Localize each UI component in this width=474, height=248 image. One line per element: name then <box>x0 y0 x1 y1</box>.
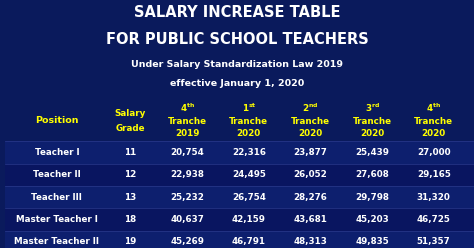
Text: $\mathbf{4^{th}}$: $\mathbf{4^{th}}$ <box>180 102 195 114</box>
Text: Tranche: Tranche <box>168 117 207 126</box>
Text: 42,159: 42,159 <box>232 215 266 224</box>
Text: Tranche: Tranche <box>229 117 268 126</box>
Text: 23,877: 23,877 <box>293 148 328 157</box>
Text: 31,320: 31,320 <box>417 193 451 202</box>
Text: 27,608: 27,608 <box>355 170 389 179</box>
Text: FOR PUBLIC SCHOOL TEACHERS: FOR PUBLIC SCHOOL TEACHERS <box>106 32 368 47</box>
Text: 45,269: 45,269 <box>170 237 204 246</box>
Text: 18: 18 <box>124 215 137 224</box>
Text: Under Salary Standardization Law 2019: Under Salary Standardization Law 2019 <box>131 60 343 68</box>
Text: 48,313: 48,313 <box>293 237 328 246</box>
Text: 29,165: 29,165 <box>417 170 451 179</box>
Text: $\mathbf{2^{nd}}$: $\mathbf{2^{nd}}$ <box>302 102 319 114</box>
Text: $\mathbf{3^{rd}}$: $\mathbf{3^{rd}}$ <box>365 102 380 114</box>
Bar <box>5 164 474 186</box>
Text: 19: 19 <box>124 237 137 246</box>
Text: 28,276: 28,276 <box>293 193 328 202</box>
Text: 51,357: 51,357 <box>417 237 451 246</box>
Text: 2020: 2020 <box>421 129 446 138</box>
Text: 25,232: 25,232 <box>170 193 204 202</box>
Bar <box>5 186 474 208</box>
Text: 11: 11 <box>124 148 137 157</box>
Text: 49,835: 49,835 <box>355 237 389 246</box>
Text: Master Teacher II: Master Teacher II <box>14 237 100 246</box>
Text: Teacher III: Teacher III <box>31 193 82 202</box>
Text: Grade: Grade <box>116 124 145 133</box>
Bar <box>5 231 474 248</box>
Text: 40,637: 40,637 <box>170 215 204 224</box>
Text: 2020: 2020 <box>237 129 261 138</box>
Text: $\mathbf{1^{st}}$: $\mathbf{1^{st}}$ <box>242 102 256 114</box>
Text: 43,681: 43,681 <box>293 215 328 224</box>
Text: 13: 13 <box>124 193 137 202</box>
Text: Teacher I: Teacher I <box>35 148 79 157</box>
Text: 22,938: 22,938 <box>170 170 204 179</box>
Bar <box>5 141 474 164</box>
Text: 45,203: 45,203 <box>355 215 389 224</box>
Text: 46,791: 46,791 <box>232 237 266 246</box>
Text: Position: Position <box>35 116 79 125</box>
Text: 24,495: 24,495 <box>232 170 266 179</box>
Text: 2020: 2020 <box>298 129 323 138</box>
Text: Tranche: Tranche <box>291 117 330 126</box>
Text: Tranche: Tranche <box>353 117 392 126</box>
Text: Tranche: Tranche <box>414 117 453 126</box>
Text: 2020: 2020 <box>360 129 384 138</box>
Text: 12: 12 <box>124 170 137 179</box>
Text: Salary: Salary <box>115 109 146 118</box>
Text: 22,316: 22,316 <box>232 148 266 157</box>
Text: 26,754: 26,754 <box>232 193 266 202</box>
Text: 27,000: 27,000 <box>417 148 450 157</box>
Text: 26,052: 26,052 <box>293 170 328 179</box>
Text: Teacher II: Teacher II <box>33 170 81 179</box>
Text: 29,798: 29,798 <box>355 193 389 202</box>
Text: 20,754: 20,754 <box>170 148 204 157</box>
Text: Master Teacher I: Master Teacher I <box>16 215 98 224</box>
Text: 25,439: 25,439 <box>355 148 389 157</box>
Text: SALARY INCREASE TABLE: SALARY INCREASE TABLE <box>134 5 340 20</box>
Bar <box>5 208 474 231</box>
Text: effective January 1, 2020: effective January 1, 2020 <box>170 79 304 88</box>
Text: 2019: 2019 <box>175 129 200 138</box>
Text: $\mathbf{4^{th}}$: $\mathbf{4^{th}}$ <box>426 102 441 114</box>
Text: 46,725: 46,725 <box>417 215 451 224</box>
